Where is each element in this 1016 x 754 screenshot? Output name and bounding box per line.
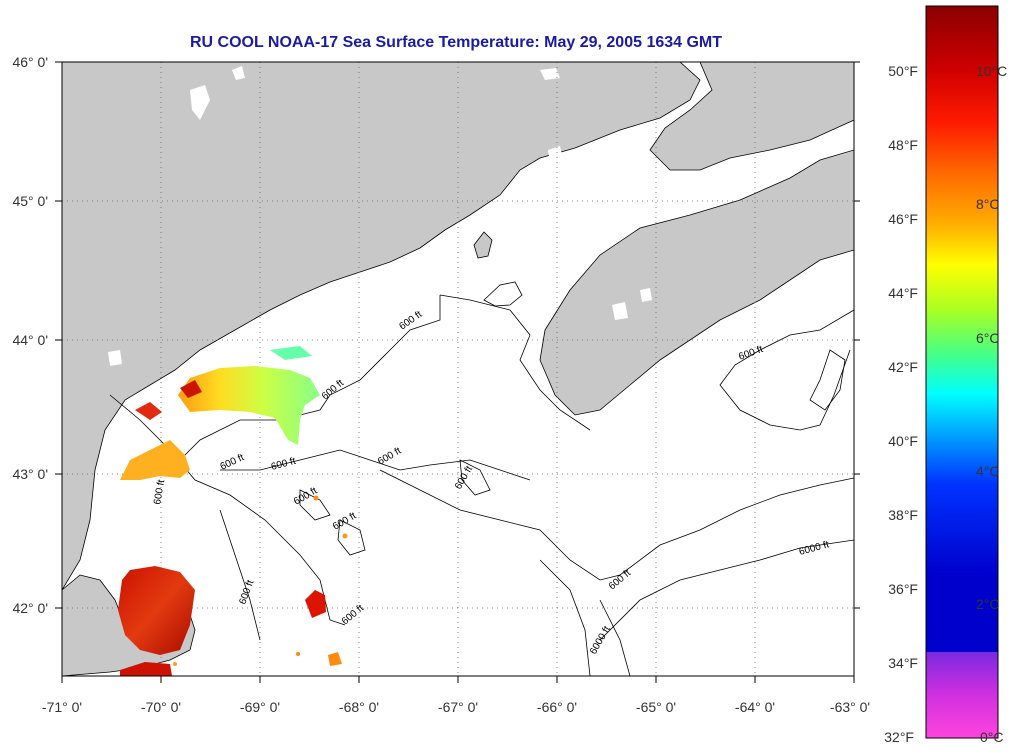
lon-tick-label: -63° 0' bbox=[830, 699, 870, 715]
lon-tick-label: -71° 0' bbox=[42, 699, 82, 715]
latitude-labels: 46° 0' 45° 0' 44° 0' 43° 0' 42° 0' bbox=[12, 54, 48, 616]
sst-dot bbox=[313, 495, 319, 501]
lat-tick-label: 46° 0' bbox=[12, 54, 48, 70]
fahrenheit-label: 50°F bbox=[888, 63, 918, 79]
celsius-label: 6°C bbox=[976, 330, 1000, 346]
lon-tick-label: -64° 0' bbox=[735, 699, 775, 715]
lat-tick-label: 45° 0' bbox=[12, 193, 48, 209]
sst-patch-cyan-band bbox=[270, 346, 312, 360]
fahrenheit-label: 42°F bbox=[888, 359, 918, 375]
fahrenheit-label: 34°F bbox=[888, 655, 918, 671]
graticule bbox=[62, 62, 854, 676]
sst-dot bbox=[342, 533, 348, 539]
color-bar-scale-low bbox=[926, 652, 998, 738]
sst-patch-south-cape bbox=[120, 662, 172, 676]
cloud-patches bbox=[108, 66, 652, 366]
sst-patch-cape-cod-bay bbox=[118, 566, 195, 655]
lon-tick-label: -68° 0' bbox=[339, 699, 379, 715]
map-title: RU COOL NOAA-17 Sea Surface Temperature:… bbox=[190, 34, 722, 51]
lon-tick-label: -65° 0' bbox=[636, 699, 676, 715]
celsius-label: 8°C bbox=[976, 196, 1000, 212]
fahrenheit-label: 46°F bbox=[888, 211, 918, 227]
celsius-label: 10°C bbox=[976, 63, 1007, 79]
sst-patch-georges bbox=[305, 590, 326, 618]
fahrenheit-labels: 50°F 48°F 46°F 44°F 42°F 40°F 38°F 36°F … bbox=[884, 63, 918, 745]
land-grand-manan bbox=[473, 231, 493, 259]
sst-dot bbox=[173, 662, 177, 666]
sst-dot bbox=[296, 652, 300, 656]
lon-tick-label: -67° 0' bbox=[438, 699, 478, 715]
land-new-england bbox=[62, 62, 701, 591]
bathymetry-contours bbox=[109, 281, 854, 676]
color-bar: 50°F 48°F 46°F 44°F 42°F 40°F 38°F 36°F … bbox=[884, 5, 1007, 745]
celsius-label: 4°C bbox=[976, 463, 1000, 479]
celsius-label: 2°C bbox=[976, 596, 1000, 612]
lon-tick-label: -66° 0' bbox=[537, 699, 577, 715]
fahrenheit-label: 40°F bbox=[888, 433, 918, 449]
fahrenheit-label: 44°F bbox=[888, 285, 918, 301]
fahrenheit-label: 48°F bbox=[888, 137, 918, 153]
celsius-labels: 10°C 8°C 6°C 4°C 2°C 0°C bbox=[976, 63, 1007, 745]
lat-tick-label: 44° 0' bbox=[12, 332, 48, 348]
sst-patches bbox=[118, 346, 348, 676]
sst-patch-nearshore-red bbox=[180, 380, 202, 398]
celsius-label: 0°C bbox=[980, 729, 1004, 745]
sst-patch-nearshore-warm bbox=[135, 402, 162, 420]
lon-tick-label: -69° 0' bbox=[240, 699, 280, 715]
lon-tick-label: -70° 0' bbox=[141, 699, 181, 715]
sst-patch-gulf-of-maine bbox=[178, 366, 320, 445]
fahrenheit-label: 36°F bbox=[888, 581, 918, 597]
longitude-labels: -71° 0' -70° 0' -69° 0' -68° 0' -67° 0' … bbox=[42, 699, 870, 715]
contour-label: 600 ft bbox=[152, 479, 167, 506]
sst-patch-mass-bay bbox=[120, 440, 190, 480]
land-nova-scotia bbox=[539, 149, 854, 416]
lat-tick-label: 42° 0' bbox=[12, 600, 48, 616]
tick-marks bbox=[55, 61, 860, 683]
sst-patch-southern-orange bbox=[328, 652, 342, 666]
fahrenheit-label: 32°F bbox=[884, 729, 914, 745]
color-bar-frame bbox=[925, 5, 999, 739]
fahrenheit-label: 38°F bbox=[888, 507, 918, 523]
land-new-brunswick bbox=[649, 62, 854, 171]
lat-tick-label: 43° 0' bbox=[12, 466, 48, 482]
color-bar-scale bbox=[926, 6, 998, 652]
map-area: 600 ft 600 ft 600 ft 600 ft 600 ft 600 f… bbox=[62, 62, 854, 676]
